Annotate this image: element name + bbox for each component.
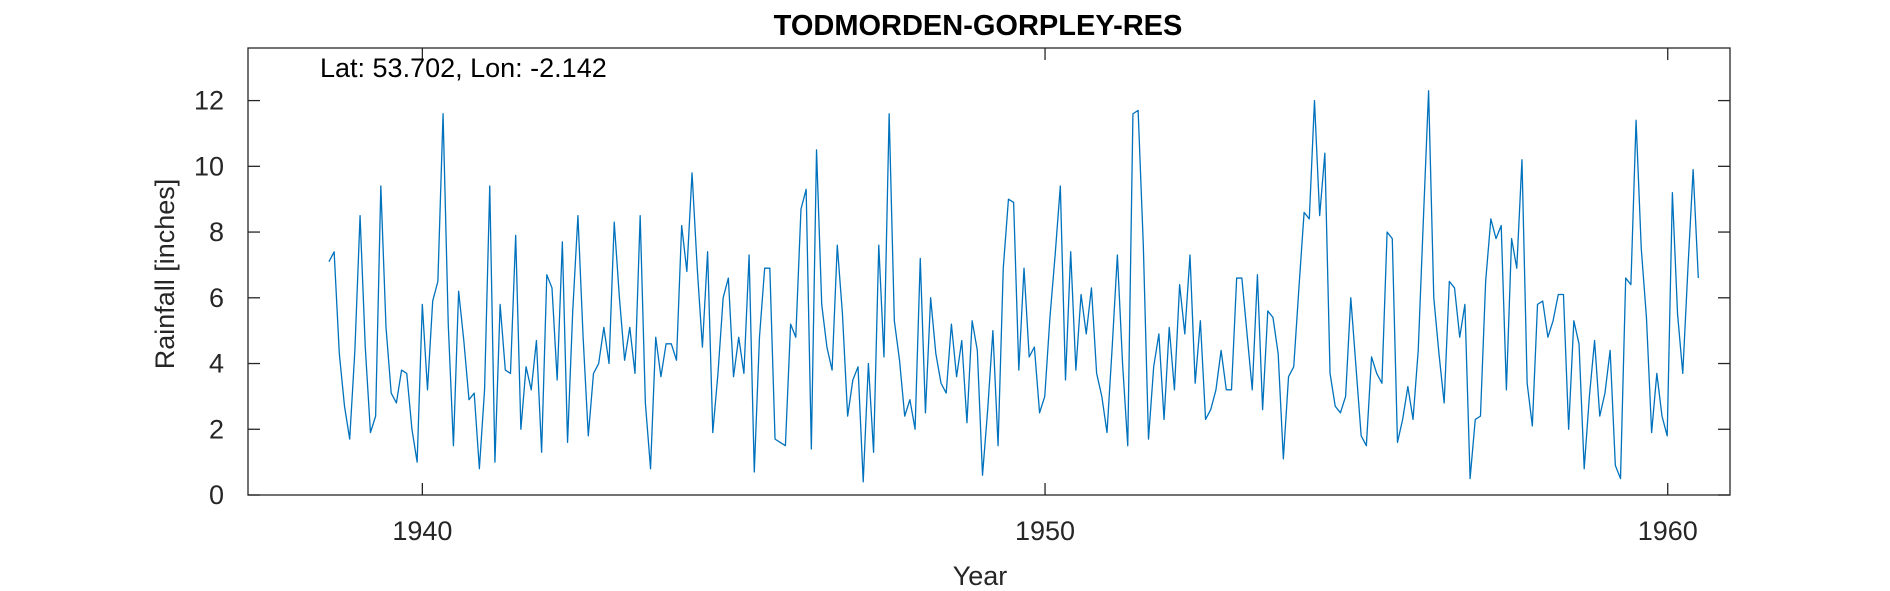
plot-axes: [247, 47, 1731, 496]
y-axis-label: Rainfall [inches]: [150, 179, 180, 370]
y-tick-label: 0: [209, 480, 224, 510]
y-tick-label: 4: [209, 349, 224, 379]
x-tick-label: 1940: [392, 516, 452, 546]
x-tick-label: 1950: [1015, 516, 1075, 546]
axis-ticks: 1940 1950 1960 0 2 4 6 8 10 12: [194, 48, 1730, 546]
y-tick-label: 10: [194, 151, 224, 181]
chart-title: TODMORDEN-GORPLEY-RES: [774, 10, 1183, 42]
data-series: [328, 90, 1699, 483]
x-tick-label: 1960: [1638, 516, 1698, 546]
rainfall-series-line: [328, 90, 1699, 483]
y-tick-label: 2: [209, 414, 224, 444]
y-tick-label: 6: [209, 283, 224, 313]
y-tick-label: 12: [194, 86, 224, 116]
y-tick-label: 8: [209, 217, 224, 247]
plot-frame: [247, 47, 1731, 496]
x-axis-label: Year: [953, 561, 1008, 591]
location-annotation: Lat: 53.702, Lon: -2.142: [320, 53, 607, 83]
